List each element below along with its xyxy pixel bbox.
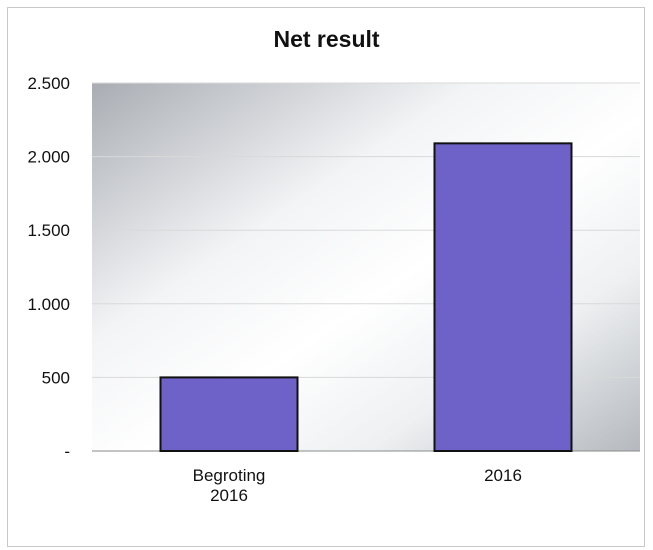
x-category-label: 2016 [484,466,522,485]
bars [159,142,573,453]
x-category-label: 2016 [210,486,248,505]
y-tick-label: 1.000 [27,295,70,314]
bar [433,142,573,453]
bar [159,376,299,452]
y-tick-label: 2.500 [27,74,70,93]
y-tick-label: - [64,442,70,461]
chart-title: Net result [273,26,380,52]
x-category-label: Begroting [193,466,266,485]
y-tick-label: 1.500 [27,221,70,240]
y-tick-label: 2.000 [27,148,70,167]
y-tick-label: 500 [42,368,70,387]
y-axis-ticks: - 500 1.000 1.500 2.000 2.500 [27,74,70,461]
